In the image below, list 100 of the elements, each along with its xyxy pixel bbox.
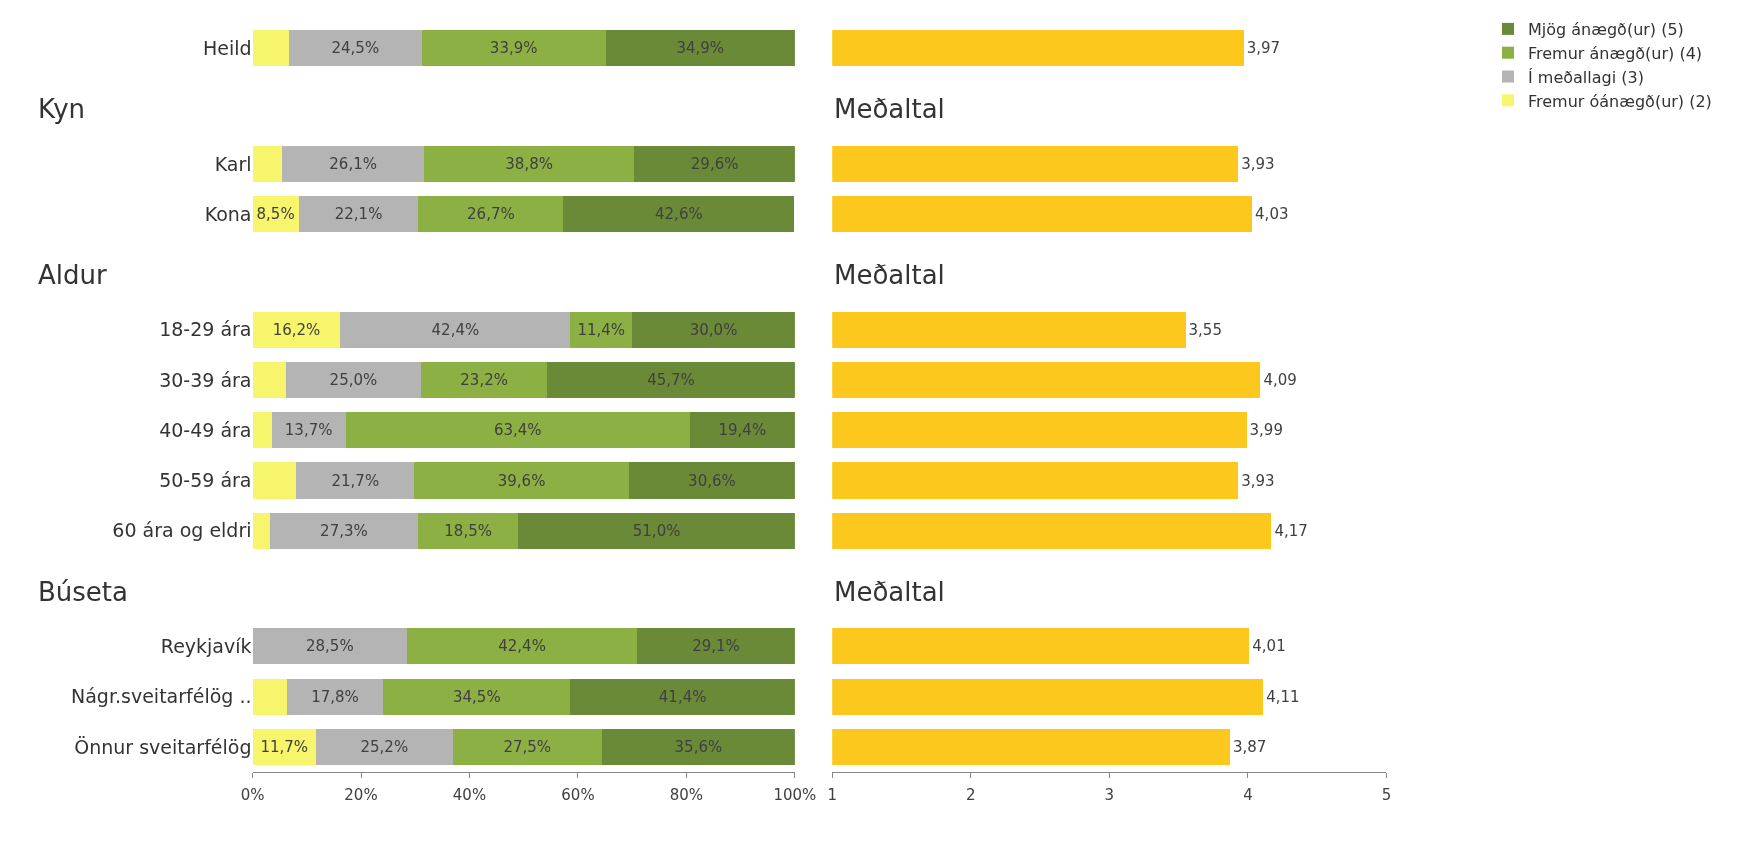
bar: [383, 678, 571, 715]
data-label: 34,5%: [452, 687, 501, 706]
bar: [518, 512, 795, 549]
bar: [563, 196, 795, 233]
data-label: 4,11: [1266, 687, 1300, 706]
bar: [632, 311, 795, 348]
data-label: 28,5%: [305, 637, 354, 656]
x-tick-label: 5: [1381, 785, 1392, 804]
bar: [271, 412, 346, 449]
data-label: 27,3%: [320, 521, 368, 540]
chart-title: Meðaltal: [834, 260, 945, 290]
data-label: 19,4%: [718, 421, 767, 440]
legend-label: Í meðallagi (3): [1528, 67, 1644, 87]
bar: [605, 30, 795, 67]
data-label: 45,7%: [647, 371, 695, 390]
x-tick-label: 0%: [240, 785, 265, 804]
bar: [570, 678, 795, 715]
y-tick-label: Reykjavík: [160, 635, 252, 657]
data-label: 3,87: [1232, 737, 1267, 756]
bar: [421, 361, 548, 399]
data-label: 34,9%: [676, 39, 725, 58]
data-label: 22,1%: [334, 205, 383, 224]
bar: [252, 412, 272, 449]
y-tick-label: 50-59 ára: [159, 469, 252, 492]
bar: [269, 512, 418, 549]
data-label: 63,4%: [493, 421, 542, 440]
x-tick-label: 60%: [561, 785, 595, 804]
bar: [340, 311, 571, 348]
chart-title: Meðaltal: [834, 577, 945, 607]
chart-title: Aldur: [38, 260, 107, 290]
data-label: 42,4%: [498, 637, 546, 656]
data-label: 26,1%: [329, 154, 377, 173]
data-label: 23,2%: [460, 371, 508, 390]
bar: [252, 30, 289, 67]
x-tick-label: 1: [827, 785, 837, 804]
bar: [288, 30, 422, 67]
data-label: 30,6%: [688, 471, 736, 490]
x-tick-label: 40%: [452, 785, 487, 804]
data-label: 29,1%: [692, 637, 740, 656]
bar: [418, 196, 564, 233]
data-label: 11,7%: [260, 737, 309, 756]
bar: [252, 512, 270, 549]
legend-label: Fremur óánægð(ur) (2): [1528, 91, 1712, 111]
legend-label: Fremur ánægð(ur) (4): [1528, 43, 1703, 63]
y-tick-label: Heild: [202, 36, 252, 59]
bar: [628, 462, 795, 499]
bar: [252, 462, 297, 499]
data-label: 13,7%: [284, 421, 333, 440]
data-label: 4,03: [1255, 205, 1289, 224]
data-label: 41,4%: [658, 687, 707, 706]
y-tick-label: Nágr.sveitarfélög ..: [71, 685, 252, 708]
bar: [286, 678, 384, 715]
x-tick-label: 2: [966, 785, 976, 804]
chart-title: Meðaltal: [834, 94, 945, 124]
y-tick-label: 18-29 ára: [159, 318, 252, 341]
data-label: 42,4%: [431, 320, 480, 339]
y-tick-label: 30-39 ára: [159, 368, 252, 391]
data-label: 25,0%: [329, 371, 378, 390]
data-label: 18,5%: [444, 521, 492, 540]
data-label: 51,0%: [632, 521, 681, 540]
x-tick-label: 20%: [344, 785, 378, 804]
bar: [252, 678, 287, 715]
data-label: 3,97: [1246, 39, 1281, 58]
bar: [637, 628, 795, 665]
data-label: 16,2%: [272, 320, 321, 339]
data-label: 21,7%: [331, 471, 380, 490]
bar: [547, 361, 795, 399]
data-label: 38,8%: [505, 154, 553, 173]
y-tick-label: Önnur sveitarfélög: [74, 735, 252, 758]
bar: [421, 30, 606, 67]
x-tick-label: 4: [1243, 785, 1253, 804]
bar: [452, 728, 602, 765]
bar: [282, 145, 424, 183]
bar: [417, 512, 519, 549]
y-tick-label: Karl: [214, 152, 252, 175]
data-label: 42,6%: [655, 205, 703, 224]
data-label: 29,6%: [690, 154, 739, 173]
bar: [601, 728, 795, 765]
data-label: 4,17: [1274, 521, 1308, 540]
data-label: 3,93: [1241, 471, 1275, 490]
chart-title: Búseta: [38, 577, 128, 607]
data-label: 3,99: [1249, 421, 1283, 440]
bar: [296, 462, 415, 499]
x-tick-label: 80%: [669, 785, 704, 804]
x-tick-label: 100%: [773, 785, 817, 804]
data-label: 35,6%: [674, 737, 723, 756]
bar: [315, 728, 453, 765]
bar: [345, 412, 690, 449]
data-label: 25,2%: [360, 737, 409, 756]
data-label: 3,55: [1188, 320, 1222, 339]
data-label: 27,5%: [503, 737, 552, 756]
data-label: 4,01: [1252, 637, 1286, 656]
data-label: 24,5%: [331, 39, 380, 58]
data-label: 17,8%: [311, 687, 359, 706]
chart-title: Kyn: [38, 94, 86, 124]
y-tick-label: 60 ára og eldri: [112, 519, 252, 542]
bar: [634, 145, 795, 183]
y-tick-label: 40-49 ára: [159, 418, 252, 441]
bar: [414, 462, 629, 499]
bar: [252, 311, 341, 348]
